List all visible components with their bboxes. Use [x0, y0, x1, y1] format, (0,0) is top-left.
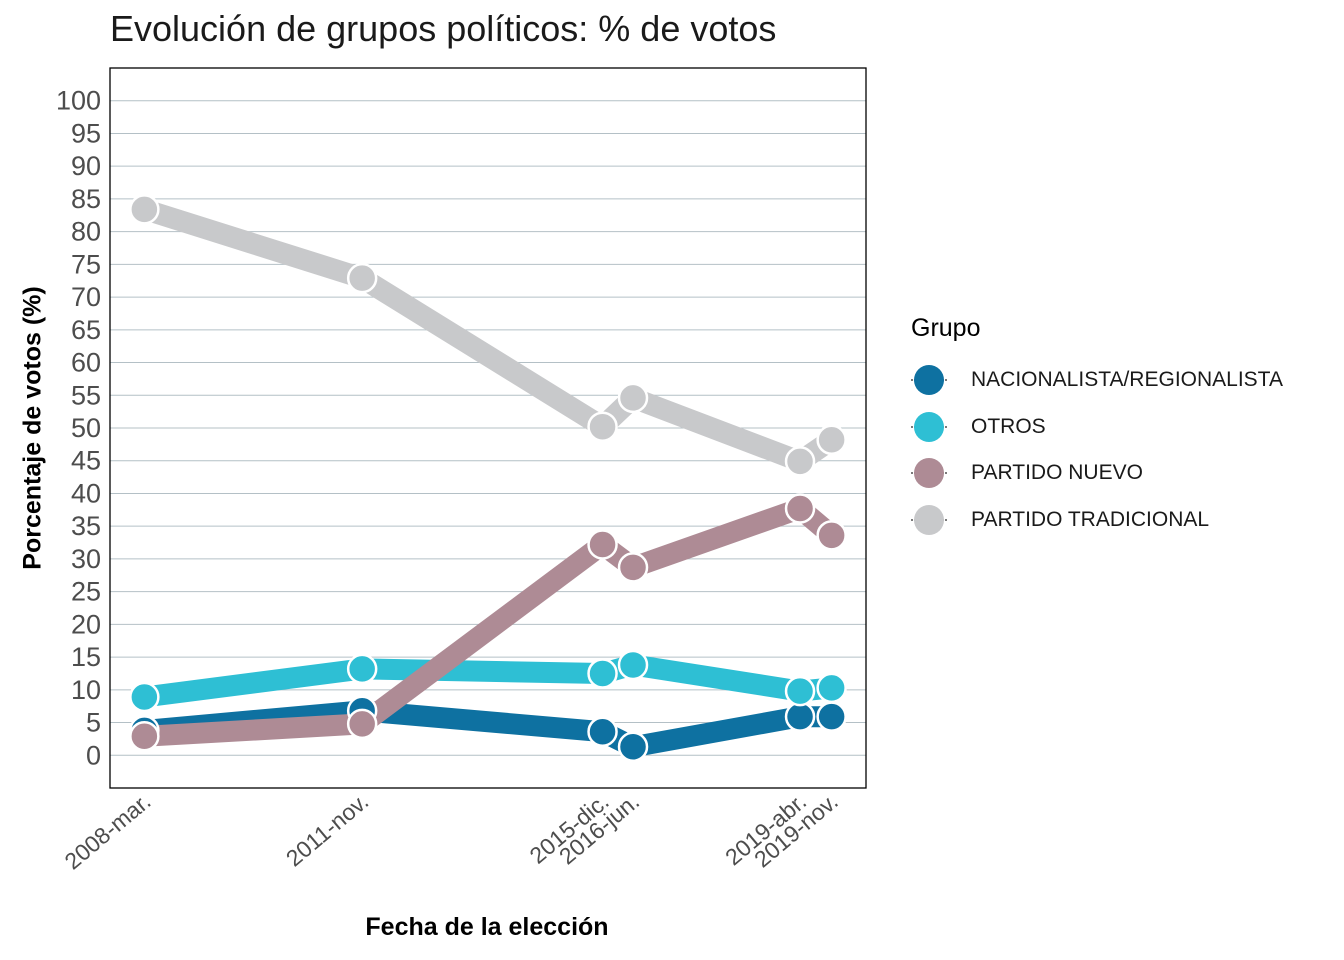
legend-label: OTROS: [971, 414, 1046, 438]
y-tick-label: 10: [71, 675, 101, 705]
y-tick-label: 60: [71, 348, 101, 378]
series-line: [143, 654, 833, 708]
x-tick-label: 2011-nov.: [281, 788, 373, 871]
y-tick-label: 95: [71, 118, 101, 148]
data-point: [346, 708, 378, 740]
legend-item: NACIONALISTA/REGIONALISTA: [911, 357, 1283, 404]
legend-key: [911, 362, 947, 398]
y-tick-label: 50: [71, 413, 101, 443]
data-point: [129, 194, 160, 225]
data-point: [129, 681, 160, 713]
legend-label: PARTIDO TRADICIONAL: [971, 507, 1210, 531]
x-tick-labels: 2008-mar. 2011-nov. 2015-dic.2016-jun. 2019…: [60, 788, 843, 874]
data-point: [587, 529, 618, 560]
chart-title: Evolución de grupos políticos: % de voto…: [110, 8, 777, 49]
y-tick-label: 55: [71, 380, 101, 410]
legend-key: [911, 455, 947, 491]
y-tick-label: 85: [71, 184, 101, 214]
legend-items: NACIONALISTA/REGIONALISTA OTROS PARTIDO NU…: [911, 357, 1283, 543]
legend-key: [911, 502, 947, 538]
data-point: [617, 552, 649, 583]
legend-label: PARTIDO NUEVO: [971, 461, 1143, 485]
series-line: [143, 498, 839, 747]
panel-border: [109, 67, 867, 789]
y-tick-label: 80: [71, 217, 101, 247]
y-tick-label: 75: [71, 249, 101, 279]
data-point: [784, 446, 816, 477]
data-point: [129, 721, 160, 752]
grid-layer: [110, 100, 866, 756]
data-point: [587, 716, 618, 747]
data-point: [346, 262, 378, 294]
data-point: [617, 382, 649, 414]
y-tick-label: 65: [71, 315, 101, 345]
y-tick-label: 100: [56, 86, 101, 116]
data-point: [617, 649, 649, 681]
series-line: [141, 199, 838, 472]
y-tick-labels: 0510152025303540455055606570758085909510…: [56, 86, 101, 771]
y-tick-label: 45: [71, 446, 101, 476]
y-tick-label: 90: [71, 151, 101, 181]
data-point: [617, 731, 649, 763]
data-point: [587, 658, 618, 689]
legend-title: Grupo: [911, 314, 981, 342]
point-layer: [129, 194, 847, 763]
legend-item: PARTIDO TRADICIONAL: [911, 497, 1283, 544]
y-axis-label: Porcentaje de votos (%): [18, 286, 47, 570]
y-tick-label: 15: [71, 642, 101, 672]
data-point: [784, 675, 816, 707]
y-tick-label: 70: [71, 282, 101, 312]
legend-item: OTROS: [911, 404, 1283, 451]
x-axis-label: Fecha de la elección: [365, 913, 609, 941]
data-point: [816, 672, 847, 704]
y-tick-label: 30: [71, 544, 101, 574]
legend-label: NACIONALISTA/REGIONALISTA: [971, 368, 1283, 392]
data-point: [816, 424, 847, 456]
y-tick-label: 0: [86, 740, 101, 770]
data-point: [587, 411, 618, 442]
y-tick-label: 20: [71, 609, 101, 639]
line-layer: [141, 199, 839, 758]
y-tick-label: 5: [86, 708, 101, 738]
y-tick-label: 35: [71, 511, 101, 541]
data-point: [784, 701, 816, 732]
data-point: [784, 493, 816, 524]
legend-key: [911, 409, 947, 445]
legend: Grupo NACIONALISTA/REGIONALISTA OTROS PART…: [911, 314, 1283, 543]
data-point: [346, 653, 378, 685]
data-point: [816, 701, 847, 732]
y-tick-label: 25: [71, 577, 101, 607]
legend-item: PARTIDO NUEVO: [911, 450, 1283, 497]
x-tick-label: 2008-mar.: [60, 788, 156, 874]
y-tick-label: 40: [71, 478, 101, 508]
data-point: [816, 520, 847, 551]
